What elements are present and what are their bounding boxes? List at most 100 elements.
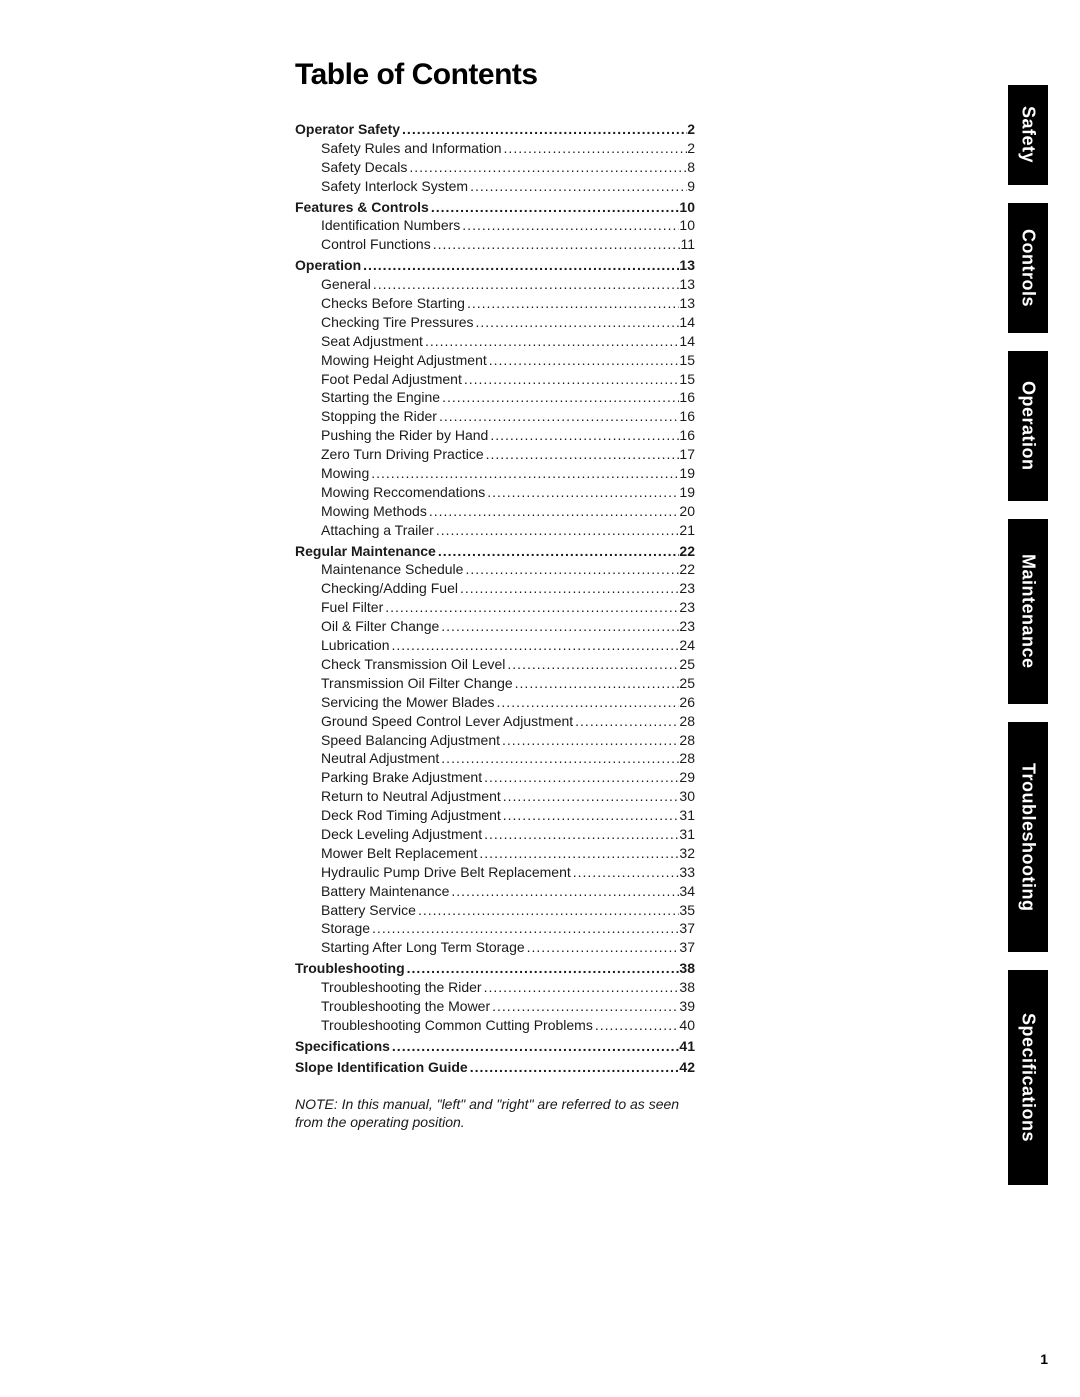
toc-leader-dots: ........................................…	[482, 978, 680, 997]
toc-sub-row: Mowing..................................…	[295, 464, 695, 483]
toc-sub-row: Maintenance Schedule....................…	[295, 560, 695, 579]
toc-item-label: Neutral Adjustment	[321, 749, 439, 768]
toc-sub-row: Foot Pedal Adjustment...................…	[295, 370, 695, 389]
toc-item-page: 40	[679, 1016, 695, 1035]
toc-sub-row: Hydraulic Pump Drive Belt Replacement ..…	[295, 863, 695, 882]
toc-sub-row: Starting the Engine ....................…	[295, 388, 695, 407]
toc-item-page: 29	[679, 768, 695, 787]
toc-leader-dots: ........................................…	[370, 919, 679, 938]
toc-item-page: 28	[679, 749, 695, 768]
toc-item-page: 20	[679, 502, 695, 521]
toc-item-page: 37	[679, 938, 695, 957]
toc-leader-dots: ........................................…	[495, 693, 680, 712]
toc-section-page: 38	[679, 959, 695, 978]
toc-item-page: 23	[679, 598, 695, 617]
toc-sub-row: Safety Rules and Information ...........…	[295, 139, 695, 158]
toc-item-label: Check Transmission Oil Level	[321, 655, 505, 674]
section-tab[interactable]: Maintenance	[1008, 519, 1048, 704]
toc-item-page: 19	[679, 483, 695, 502]
toc-section-page: 10	[679, 198, 695, 217]
toc-item-label: Maintenance Schedule	[321, 560, 463, 579]
toc-leader-dots: ........................................…	[482, 768, 679, 787]
toc-section-label: Operator Safety	[295, 120, 400, 139]
toc-item-page: 14	[679, 332, 695, 351]
toc-sub-row: Return to Neutral Adjustment............…	[295, 787, 695, 806]
toc-leader-dots: ........................................…	[468, 177, 687, 196]
toc-item-page: 15	[679, 351, 695, 370]
toc-leader-dots: ........................................…	[449, 882, 679, 901]
section-tab[interactable]: Controls	[1008, 203, 1048, 333]
toc-section-page: 42	[679, 1058, 695, 1077]
toc-body: Operator Safety ........................…	[295, 120, 695, 1077]
toc-item-label: Safety Interlock System	[321, 177, 468, 196]
toc-item-label: Deck Rod Timing Adjustment	[321, 806, 501, 825]
toc-leader-dots: ........................................…	[427, 502, 680, 521]
toc-item-label: Safety Rules and Information	[321, 139, 502, 158]
toc-item-page: 30	[679, 787, 695, 806]
toc-leader-dots: ........................................…	[429, 198, 680, 217]
page-number: 1	[1040, 1351, 1048, 1367]
section-tab[interactable]: Specifications	[1008, 970, 1048, 1185]
toc-sub-row: Safety Decals...........................…	[295, 158, 695, 177]
toc-item-label: Troubleshooting the Rider	[321, 978, 482, 997]
toc-item-label: Foot Pedal Adjustment	[321, 370, 462, 389]
toc-sub-row: Seat Adjustment ........................…	[295, 332, 695, 351]
toc-sub-row: Mowing Reccomendations .................…	[295, 483, 695, 502]
toc-leader-dots: ........................................…	[571, 863, 680, 882]
toc-item-label: Deck Leveling Adjustment	[321, 825, 482, 844]
toc-sub-row: Battery Service ........................…	[295, 901, 695, 920]
toc-item-label: Checking/Adding Fuel	[321, 579, 458, 598]
toc-leader-dots: ........................................…	[525, 938, 680, 957]
toc-sub-row: Checking Tire Pressures.................…	[295, 313, 695, 332]
toc-item-page: 25	[679, 674, 695, 693]
section-tab[interactable]: Safety	[1008, 85, 1048, 185]
toc-sub-row: Parking Brake Adjustment ...............…	[295, 768, 695, 787]
toc-sub-row: Deck Rod Timing Adjustment .............…	[295, 806, 695, 825]
toc-leader-dots: ........................................…	[400, 120, 687, 139]
toc-item-page: 37	[679, 919, 695, 938]
toc-leader-dots: ........................................…	[502, 139, 688, 158]
toc-item-page: 14	[679, 313, 695, 332]
toc-leader-dots: ........................................…	[501, 806, 680, 825]
toc-section-row: Features & Controls ....................…	[295, 198, 695, 217]
toc-item-page: 9	[687, 177, 695, 196]
toc-sub-row: Fuel Filter ............................…	[295, 598, 695, 617]
toc-item-page: 25	[679, 655, 695, 674]
toc-item-page: 2	[687, 139, 695, 158]
toc-item-page: 31	[679, 825, 695, 844]
toc-item-page: 26	[679, 693, 695, 712]
toc-leader-dots: ........................................…	[371, 275, 680, 294]
toc-item-page: 16	[679, 426, 695, 445]
toc-section-label: Slope Identification Guide	[295, 1058, 468, 1077]
toc-leader-dots: ........................................…	[513, 674, 680, 693]
toc-section-row: Operation...............................…	[295, 256, 695, 275]
toc-sub-row: Transmission Oil Filter Change .........…	[295, 674, 695, 693]
toc-item-label: Mowing Reccomendations	[321, 483, 485, 502]
toc-item-page: 35	[679, 901, 695, 920]
toc-item-page: 24	[679, 636, 695, 655]
toc-sub-row: Servicing the Mower Blades .............…	[295, 693, 695, 712]
toc-section-page: 22	[679, 542, 695, 561]
toc-leader-dots: ........................................…	[460, 216, 679, 235]
toc-leader-dots: ........................................…	[431, 235, 681, 254]
toc-leader-dots: ........................................…	[407, 158, 687, 177]
toc-leader-dots: ........................................…	[434, 521, 680, 540]
section-tabs: Safety Controls Operation Maintenance Troubl…	[1008, 85, 1048, 1185]
toc-item-page: 23	[679, 617, 695, 636]
toc-sub-row: Mowing Methods..........................…	[295, 502, 695, 521]
toc-item-label: Hydraulic Pump Drive Belt Replacement	[321, 863, 571, 882]
toc-item-page: 31	[679, 806, 695, 825]
toc-item-label: Parking Brake Adjustment	[321, 768, 482, 787]
toc-item-label: Storage	[321, 919, 370, 938]
section-tab[interactable]: Troubleshooting	[1008, 722, 1048, 952]
toc-item-label: Checking Tire Pressures	[321, 313, 474, 332]
toc-sub-row: Deck Leveling Adjustment ...............…	[295, 825, 695, 844]
toc-item-page: 28	[679, 712, 695, 731]
toc-leader-dots: ........................................…	[501, 787, 680, 806]
toc-sub-row: Speed Balancing Adjustment..............…	[295, 731, 695, 750]
toc-item-label: Troubleshooting Common Cutting Problems	[321, 1016, 593, 1035]
toc-leader-dots: ........................................…	[458, 579, 679, 598]
toc-leader-dots: ........................................…	[488, 426, 679, 445]
toc-section-row: Operator Safety ........................…	[295, 120, 695, 139]
section-tab[interactable]: Operation	[1008, 351, 1048, 501]
